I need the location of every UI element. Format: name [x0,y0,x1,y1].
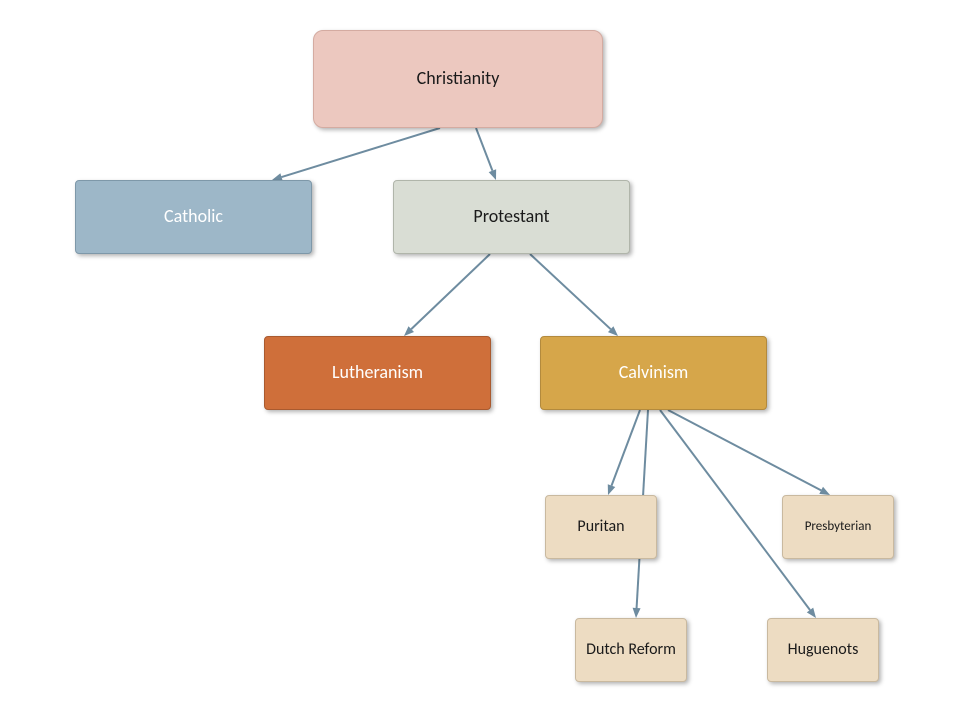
node-label: Calvinism [619,363,689,383]
node-label: Huguenots [788,641,859,659]
node-label: Protestant [473,207,549,227]
node-label: Catholic [164,207,223,227]
node-catholic: Catholic [75,180,312,254]
node-label: Presbyterian [805,520,872,534]
node-label: Dutch Reform [586,641,676,659]
node-label: Christianity [417,69,500,89]
node-lutheranism: Lutheranism [264,336,491,410]
node-label: Puritan [577,518,624,536]
node-christianity: Christianity [313,30,603,128]
node-huguenots: Huguenots [767,618,879,682]
node-calvinism: Calvinism [540,336,767,410]
node-protestant: Protestant [393,180,630,254]
node-label: Lutheranism [332,363,423,383]
node-presbyterian: Presbyterian [782,495,894,559]
node-dutch-reform: Dutch Reform [575,618,687,682]
node-puritan: Puritan [545,495,657,559]
